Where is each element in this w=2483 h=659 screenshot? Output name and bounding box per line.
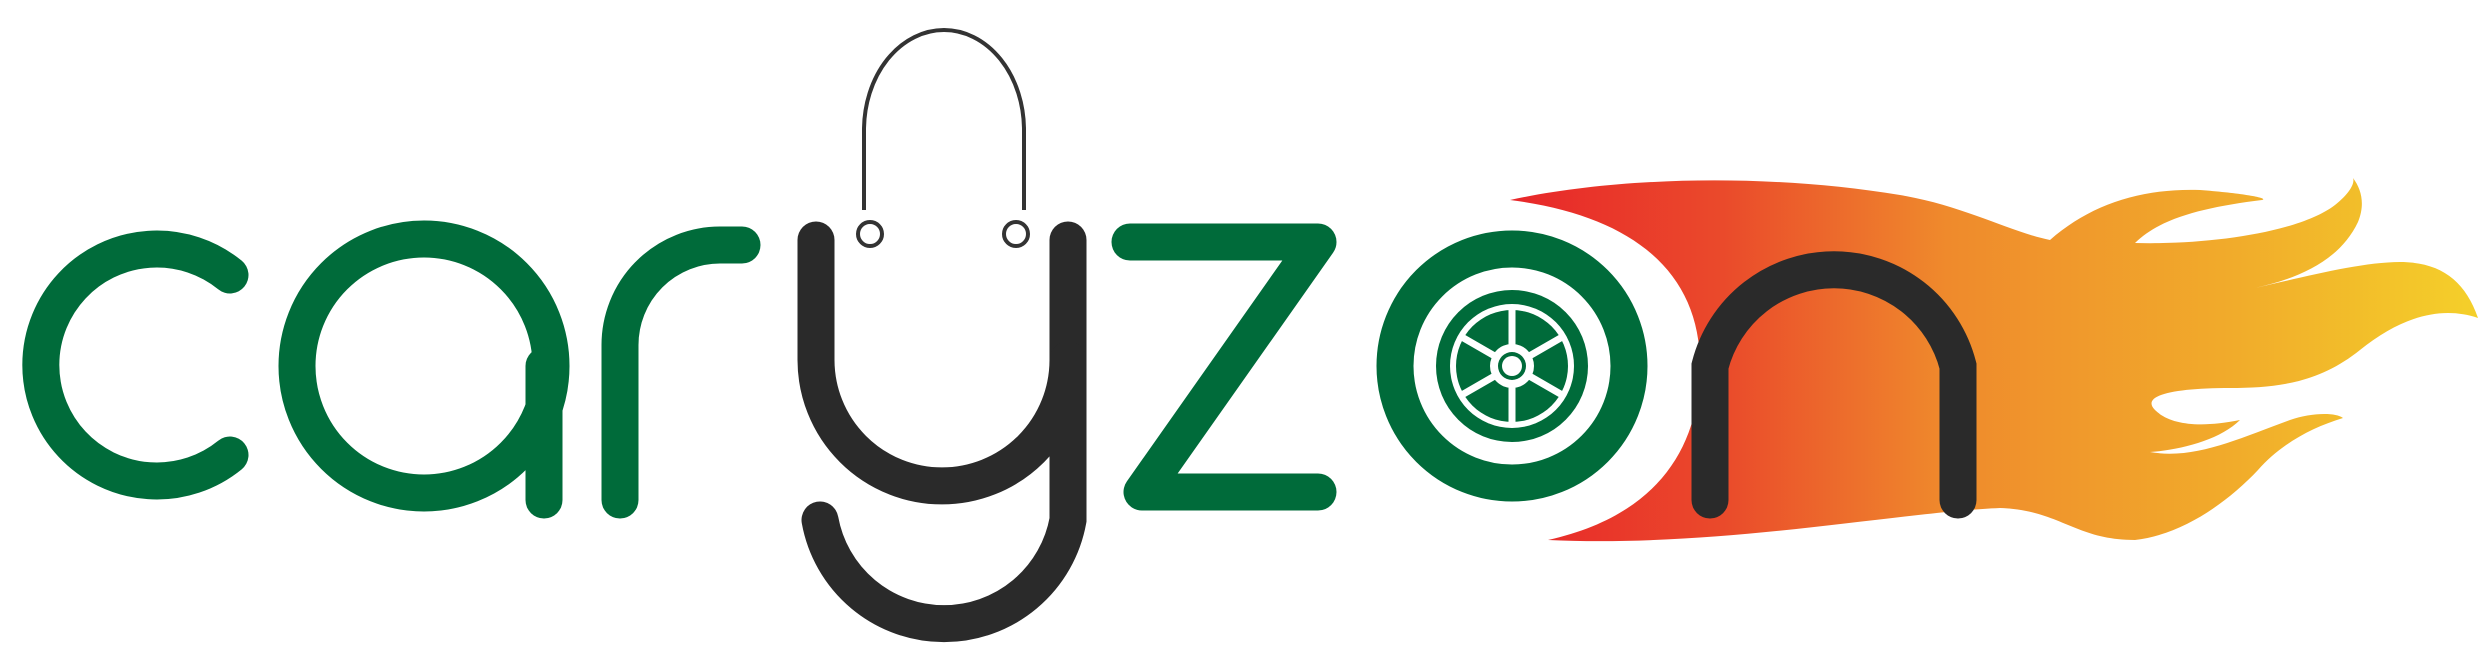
letter-c (22, 230, 249, 500)
letter-y (797, 221, 1087, 643)
car-wheel-icon (1436, 290, 1588, 442)
letter-a (278, 220, 570, 519)
shopping-bag-handle-icon (856, 28, 1030, 248)
letter-z (1111, 223, 1337, 511)
letter-r (601, 226, 761, 519)
letter-n (1691, 251, 1977, 519)
flame-trail-icon (1510, 178, 2478, 542)
